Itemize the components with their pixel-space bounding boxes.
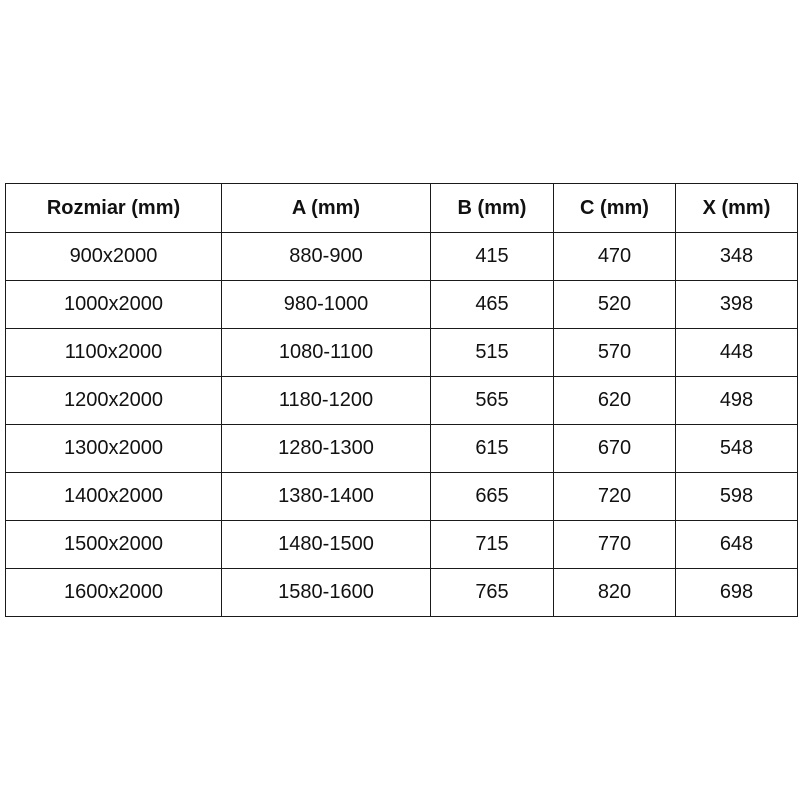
cell-b: 715 [430, 520, 554, 569]
table-row: 1000x2000 980-1000 465 520 398 [5, 280, 798, 329]
cell-x: 498 [675, 376, 798, 425]
cell-b: 615 [430, 424, 554, 473]
cell-size: 1000x2000 [5, 280, 222, 329]
cell-size: 1500x2000 [5, 520, 222, 569]
cell-c: 720 [553, 472, 676, 521]
cell-c: 620 [553, 376, 676, 425]
table-row: 1600x2000 1580-1600 765 820 698 [5, 568, 798, 617]
cell-c: 570 [553, 328, 676, 377]
table-row: 1200x2000 1180-1200 565 620 498 [5, 376, 798, 425]
header-c: C (mm) [553, 183, 676, 233]
cell-a: 1180-1200 [221, 376, 431, 425]
cell-x: 698 [675, 568, 798, 617]
cell-c: 770 [553, 520, 676, 569]
cell-c: 520 [553, 280, 676, 329]
cell-x: 348 [675, 232, 798, 281]
table-row: 1500x2000 1480-1500 715 770 648 [5, 520, 798, 569]
dimensions-table: Rozmiar (mm) A (mm) B (mm) C (mm) X (mm)… [5, 183, 798, 617]
cell-size: 1600x2000 [5, 568, 222, 617]
cell-b: 515 [430, 328, 554, 377]
header-size: Rozmiar (mm) [5, 183, 222, 233]
cell-a: 880-900 [221, 232, 431, 281]
cell-b: 565 [430, 376, 554, 425]
table-row: 1400x2000 1380-1400 665 720 598 [5, 472, 798, 521]
cell-x: 648 [675, 520, 798, 569]
cell-size: 900x2000 [5, 232, 222, 281]
cell-x: 548 [675, 424, 798, 473]
cell-c: 670 [553, 424, 676, 473]
cell-b: 765 [430, 568, 554, 617]
cell-x: 448 [675, 328, 798, 377]
cell-size: 1200x2000 [5, 376, 222, 425]
cell-a: 1280-1300 [221, 424, 431, 473]
header-b: B (mm) [430, 183, 554, 233]
cell-size: 1400x2000 [5, 472, 222, 521]
cell-b: 415 [430, 232, 554, 281]
table-row: 1300x2000 1280-1300 615 670 548 [5, 424, 798, 473]
cell-a: 1380-1400 [221, 472, 431, 521]
header-row: Rozmiar (mm) A (mm) B (mm) C (mm) X (mm) [5, 183, 798, 233]
cell-size: 1300x2000 [5, 424, 222, 473]
cell-a: 1580-1600 [221, 568, 431, 617]
table-row: 900x2000 880-900 415 470 348 [5, 232, 798, 281]
cell-x: 598 [675, 472, 798, 521]
header-a: A (mm) [221, 183, 431, 233]
cell-c: 820 [553, 568, 676, 617]
table-row: 1100x2000 1080-1100 515 570 448 [5, 328, 798, 377]
cell-a: 980-1000 [221, 280, 431, 329]
cell-size: 1100x2000 [5, 328, 222, 377]
cell-a: 1480-1500 [221, 520, 431, 569]
cell-b: 665 [430, 472, 554, 521]
cell-b: 465 [430, 280, 554, 329]
cell-x: 398 [675, 280, 798, 329]
header-x: X (mm) [675, 183, 798, 233]
cell-c: 470 [553, 232, 676, 281]
cell-a: 1080-1100 [221, 328, 431, 377]
